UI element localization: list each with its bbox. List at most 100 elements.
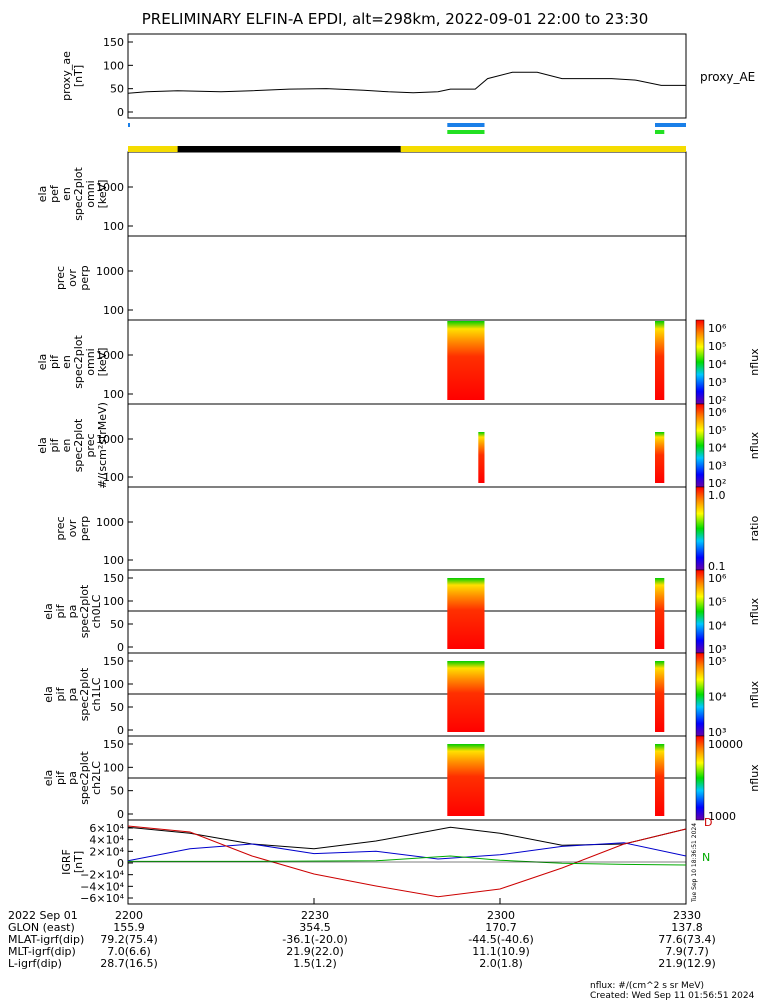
ytick-label: 150 xyxy=(103,738,124,751)
footer-value: 21.9(22.0) xyxy=(286,945,344,958)
panel-ylabel-line: omni xyxy=(84,180,97,207)
ytick-label: 1000 xyxy=(96,265,124,278)
panel-ylabel-line: spec2plot xyxy=(78,584,91,638)
colorbar-title: nflux xyxy=(748,597,761,625)
spectrogram-block-pif_omni xyxy=(655,321,665,400)
colorbar-title: nflux xyxy=(748,431,761,459)
ytick-label: 0 xyxy=(117,106,124,119)
panel-ylabel-line: pif xyxy=(48,437,61,452)
ytick-label: 100 xyxy=(103,761,124,774)
spectrogram-block-pif_omni xyxy=(447,321,485,400)
ytick-label: 0 xyxy=(117,857,124,870)
plot-title: PRELIMINARY ELFIN-A EPDI, alt=298km, 202… xyxy=(142,10,648,28)
panel-pif-prec-frame xyxy=(127,403,687,488)
line-series xyxy=(127,71,687,898)
series-line-proxy-ae xyxy=(127,71,686,94)
panel-ylabel-line: en xyxy=(60,439,73,453)
igrf-timestamp-stamp: Tue Sep 10 18:36:51 2024 xyxy=(691,823,698,903)
ytick-label: 100 xyxy=(103,678,124,691)
colorbar-pa-ch2 xyxy=(695,735,705,821)
footer-value: 77.6(73.4) xyxy=(658,933,716,946)
panel-ylabel-line: IGRF xyxy=(60,849,73,875)
spectrogram-block-pa_ch0 xyxy=(655,578,665,649)
panel-ylabel-line: spec2plot xyxy=(78,751,91,805)
colorbar-tick-label: 10² xyxy=(708,394,726,407)
spectrogram-blocks xyxy=(447,321,665,816)
created-stamp: Created: Wed Sep 11 01:56:51 2024 xyxy=(590,991,755,1000)
ytick-label: −6×10⁴ xyxy=(80,892,124,905)
colorbar-title: nflux xyxy=(748,764,761,792)
axis-ticks: 1501005001000100100010010001001000100100… xyxy=(80,36,687,905)
footer-value: 354.5 xyxy=(299,921,331,934)
footer-ephemeris: 2022 Sep 01 2200 2230 2300 2330 GLON (east) 15… xyxy=(8,909,716,970)
panel-proxy-ae-frame xyxy=(127,33,687,119)
units-note: nflux: #/(cm^2 s sr MeV) xyxy=(590,981,704,991)
colorbar-tick-label: 10⁵ xyxy=(708,596,726,609)
colorbar-tick-label: 10⁵ xyxy=(708,340,726,353)
colorbar-tick-label: 1000 xyxy=(708,810,736,823)
ytick-label: 100 xyxy=(103,220,124,233)
ytick-label: 1000 xyxy=(96,516,124,529)
colorbar-tick-label: 10⁶ xyxy=(708,572,727,585)
footer-value: 79.2(75.4) xyxy=(100,933,158,946)
ytick-label: −2×10⁴ xyxy=(80,869,124,882)
panel-ylabel-line: ovr xyxy=(66,519,79,537)
panel-ylabel-line: spec2plot xyxy=(72,167,85,221)
colorbar-tick-label: 10⁶ xyxy=(708,322,727,335)
ytick-label: 50 xyxy=(110,785,124,798)
colorbar-title: nflux xyxy=(748,680,761,708)
orbit-bar-segment xyxy=(177,146,401,152)
colorbar-tick-label: 10³ xyxy=(708,726,726,739)
ytick-label: 50 xyxy=(110,83,124,96)
panel-ylabel-line: ela xyxy=(36,437,49,454)
orbit-bar-segment xyxy=(400,146,686,152)
ytick-label: 100 xyxy=(103,595,124,608)
igrf-d-label: D xyxy=(704,816,712,829)
science-zone-blue-bar xyxy=(655,123,686,127)
footer-value: 7.9(7.7) xyxy=(665,945,709,958)
footer-row-label: 2022 Sep 01 xyxy=(8,909,78,922)
footer-value: 1.5(1.2) xyxy=(293,957,337,970)
ytick-label: 1000 xyxy=(96,433,124,446)
panel-ylabel-line: ela xyxy=(42,603,55,620)
ytick-label: 100 xyxy=(103,471,124,484)
colorbar-tick-label: 10³ xyxy=(708,643,726,656)
footer-value: 155.9 xyxy=(113,921,145,934)
panel-ylabel-line: spec2plot xyxy=(72,418,85,472)
igrf-n-label: N xyxy=(702,851,710,864)
ytick-label: 50 xyxy=(110,701,124,714)
colorbar-tick-label: 1.0 xyxy=(708,489,726,502)
panel-ylabel-line: ela xyxy=(42,770,55,787)
series-line-igrf-d xyxy=(127,825,687,898)
colorbar-tick-label: 10⁴ xyxy=(708,442,727,455)
panel-ylabel-line: ela xyxy=(36,354,49,371)
panel-labels: proxy_ae [nT]ela pef en spec2plot omni [keV]pr… xyxy=(36,51,109,875)
series-line-igrf-black xyxy=(127,826,687,850)
ytick-label: 100 xyxy=(103,59,124,72)
footer-value: 21.9(12.9) xyxy=(658,957,716,970)
ytick-label: 2×10⁴ xyxy=(89,845,124,858)
panel-ylabel-line: pa xyxy=(66,771,79,785)
spectrogram-block-pif_prec xyxy=(478,432,485,483)
panel-ovr-perp-frame xyxy=(127,235,687,321)
panel-ylabel-line: en xyxy=(60,187,73,201)
footer-value: 28.7(16.5) xyxy=(100,957,158,970)
science-zone-green-bar xyxy=(655,130,665,134)
ytick-label: 4×10⁴ xyxy=(89,834,124,847)
footer-value: 2330 xyxy=(673,909,701,922)
ytick-label: 50 xyxy=(110,618,124,631)
colorbar-tick-label: 10⁴ xyxy=(708,691,727,704)
colorbar-tick-label: 10⁵ xyxy=(708,424,726,437)
panel-pif-ratio-frame xyxy=(127,486,687,571)
panel-ylabel-line: pif xyxy=(54,603,67,618)
colorbars xyxy=(695,319,705,821)
ytick-label: 0 xyxy=(117,724,124,737)
panel-ylabel-line: spec2plot xyxy=(78,667,91,721)
colorbar-pa-ch0 xyxy=(695,569,705,654)
footer-value: 2230 xyxy=(301,909,329,922)
colorbar-pa-ch1 xyxy=(695,652,705,737)
panel-ylabel-line: pef xyxy=(48,184,61,203)
panel-ylabel-line: prec xyxy=(84,433,97,457)
footer-value: 170.7 xyxy=(485,921,517,934)
panel-ylabel-line: ovr xyxy=(66,269,79,287)
